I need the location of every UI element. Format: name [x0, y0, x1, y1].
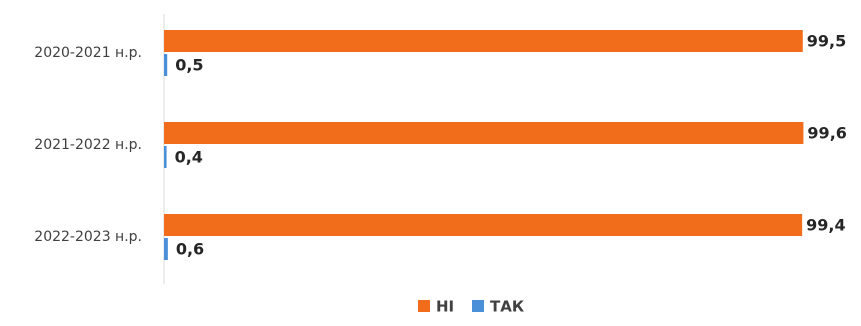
bar-tak	[164, 238, 168, 260]
category-label: 2020-2021 н.р.	[34, 45, 142, 61]
legend-swatch	[472, 300, 484, 312]
bar-ni	[164, 214, 803, 236]
category-label: 2021-2022 н.р.	[34, 137, 142, 153]
bar-ni	[164, 30, 803, 52]
legend: НІ ТАК	[418, 298, 525, 316]
bars-group: 2020-2021 н.р. 99,5 0,5 2021-2022 н.р. 99,6 0…	[34, 30, 847, 260]
category-label: 2022-2023 н.р.	[34, 229, 142, 245]
legend-swatch	[418, 300, 430, 312]
data-label: 99,4	[806, 216, 845, 235]
data-label: 0,6	[176, 240, 204, 259]
legend-label: ТАК	[490, 298, 525, 316]
data-label: 0,4	[175, 148, 203, 167]
data-label: 99,6	[807, 124, 846, 143]
bar-tak	[164, 146, 167, 168]
bar-ni	[164, 122, 804, 144]
data-label: 99,5	[807, 32, 846, 51]
legend-label: НІ	[436, 298, 454, 316]
bar-tak	[164, 54, 168, 76]
data-label: 0,5	[175, 56, 203, 75]
